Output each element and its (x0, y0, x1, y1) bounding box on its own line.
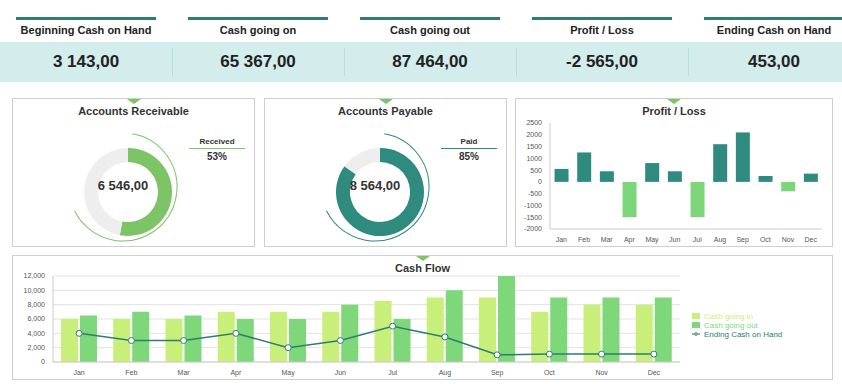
html-text:Cash going out: Cash going out (704, 320, 758, 330)
svg-text:Sep: Sep (736, 236, 749, 244)
svg-text:0: 0 (41, 358, 45, 365)
html-text:Ending Cash on Hand: Ending Cash on Hand (716, 24, 832, 36)
svg-text:Nov: Nov (595, 369, 608, 376)
html-text:3 143,00: 3 143,00 (52, 52, 120, 71)
svg-text:Apr: Apr (624, 236, 636, 244)
svg-text:Oct: Oct (760, 236, 771, 243)
svg-text:Nov: Nov (782, 236, 795, 243)
svg-text:Jun: Jun (335, 369, 346, 376)
svg-text:1000: 1000 (526, 155, 542, 162)
svg-text:-2000: -2000 (524, 225, 542, 232)
html-text:8 564,00: 8 564,00 (349, 178, 401, 193)
svg-text:-1500: -1500 (524, 214, 542, 221)
svg-text:-1000: -1000 (524, 202, 542, 209)
svg-text:1500: 1500 (526, 143, 542, 150)
html-text:53%: 53% (207, 151, 227, 162)
svg-text:May: May (282, 369, 296, 377)
html-text:Profit / Loss: Profit / Loss (642, 105, 706, 117)
html-text:Paid: Paid (460, 137, 478, 146)
html-text:6 546,00: 6 546,00 (97, 178, 149, 193)
svg-text:Dec: Dec (804, 236, 817, 243)
svg-text:May: May (645, 236, 659, 244)
svg-text:10,000: 10,000 (24, 287, 46, 294)
html-text:85%: 85% (459, 151, 479, 162)
html-text:Beginning Cash on Hand: Beginning Cash on Hand (20, 24, 152, 36)
svg-text:Feb: Feb (578, 236, 590, 243)
svg-text:Mar: Mar (178, 369, 191, 376)
svg-text:Jan: Jan (73, 369, 84, 376)
svg-text:Aug: Aug (714, 236, 727, 244)
svg-text:Mar: Mar (601, 236, 614, 243)
svg-text:8,000: 8,000 (27, 301, 45, 308)
html-text:453,00: 453,00 (748, 52, 800, 71)
svg-text:Apr: Apr (230, 369, 242, 377)
html-text:87 464,00: 87 464,00 (392, 52, 468, 71)
html-text:Cash going out: Cash going out (390, 24, 470, 36)
html-text:Cash Flow: Cash Flow (395, 262, 450, 274)
svg-text:2000: 2000 (526, 131, 542, 138)
svg-text:2500: 2500 (526, 119, 542, 126)
svg-text:Dec: Dec (648, 369, 661, 376)
html-text:65 367,00: 65 367,00 (220, 52, 296, 71)
svg-text:Oct: Oct (544, 369, 555, 376)
svg-text:0: 0 (538, 178, 542, 185)
svg-text:Aug: Aug (439, 369, 452, 377)
svg-text:Jun: Jun (669, 236, 680, 243)
svg-text:Jan: Jan (556, 236, 567, 243)
svg-text:-500: -500 (528, 190, 542, 197)
html-text:Accounts Receivable: Accounts Receivable (78, 105, 189, 117)
svg-text:2,000: 2,000 (27, 344, 45, 351)
svg-text:6,000: 6,000 (27, 315, 45, 322)
html-text:Received: Received (199, 137, 235, 146)
svg-text:12,000: 12,000 (24, 272, 46, 279)
html-text:Profit / Loss: Profit / Loss (570, 24, 634, 36)
svg-text:500: 500 (530, 167, 542, 174)
html-text:Ending Cash on Hand: Ending Cash on Hand (704, 329, 783, 339)
svg-text:Jul: Jul (388, 369, 397, 376)
html-text:Cash going in: Cash going in (704, 311, 753, 321)
svg-text:Jul: Jul (693, 236, 702, 243)
svg-text:4,000: 4,000 (27, 330, 45, 337)
svg-text:Sep: Sep (491, 369, 504, 377)
html-text:Cash going on: Cash going on (219, 24, 297, 36)
svg-text:Feb: Feb (125, 369, 137, 376)
html-text:Accounts Payable: Accounts Payable (338, 105, 433, 117)
html-text:-2 565,00: -2 565,00 (566, 52, 638, 71)
